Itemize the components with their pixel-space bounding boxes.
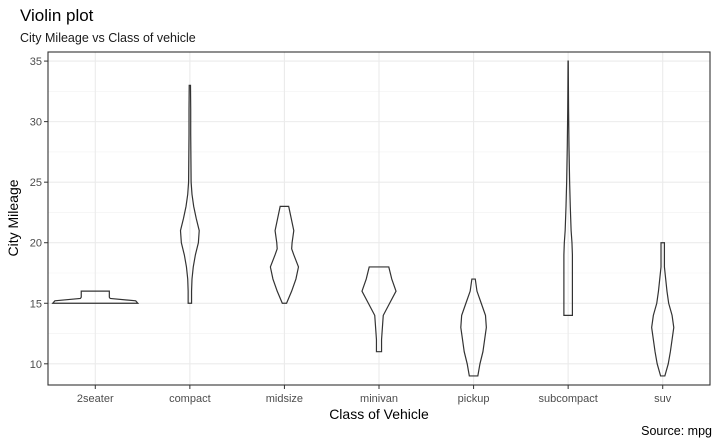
x-tick-label: 2seater [77, 393, 114, 405]
x-tick-label: compact [169, 393, 211, 405]
y-tick-label: 20 [30, 238, 42, 250]
violin-compact [179, 84, 200, 304]
y-tick-label: 30 [30, 117, 42, 129]
x-axis: 2seater compact midsize minivan pickup subcom… [77, 385, 672, 405]
y-tick-label: 15 [30, 298, 42, 310]
x-axis-title: Class of Vehicle [329, 406, 429, 422]
y-tick-label: 35 [30, 56, 42, 68]
violin-2seater [51, 290, 140, 304]
x-tick-label: pickup [458, 393, 490, 405]
violin-pickup [460, 278, 487, 377]
chart-subtitle: City Mileage vs Class of vehicle [20, 31, 196, 45]
chart-title: Violin plot [20, 6, 94, 25]
x-tick-label: minivan [360, 393, 398, 405]
y-tick-label: 10 [30, 359, 42, 371]
y-tick-label: 25 [30, 177, 42, 189]
violin-suv [651, 242, 675, 377]
violin-midsize [269, 205, 300, 304]
violin-subcompact [563, 60, 573, 316]
y-axis: 10 15 20 25 30 35 [30, 56, 48, 371]
chart-caption: Source: mpg [641, 424, 712, 438]
x-tick-label: subcompact [538, 393, 597, 405]
violin-minivan [361, 266, 397, 353]
x-tick-label: suv [654, 393, 672, 405]
grid-lines [48, 52, 710, 385]
violin-series [51, 60, 675, 377]
x-tick-label: midsize [266, 393, 303, 405]
y-axis-title: City Mileage [5, 179, 21, 256]
